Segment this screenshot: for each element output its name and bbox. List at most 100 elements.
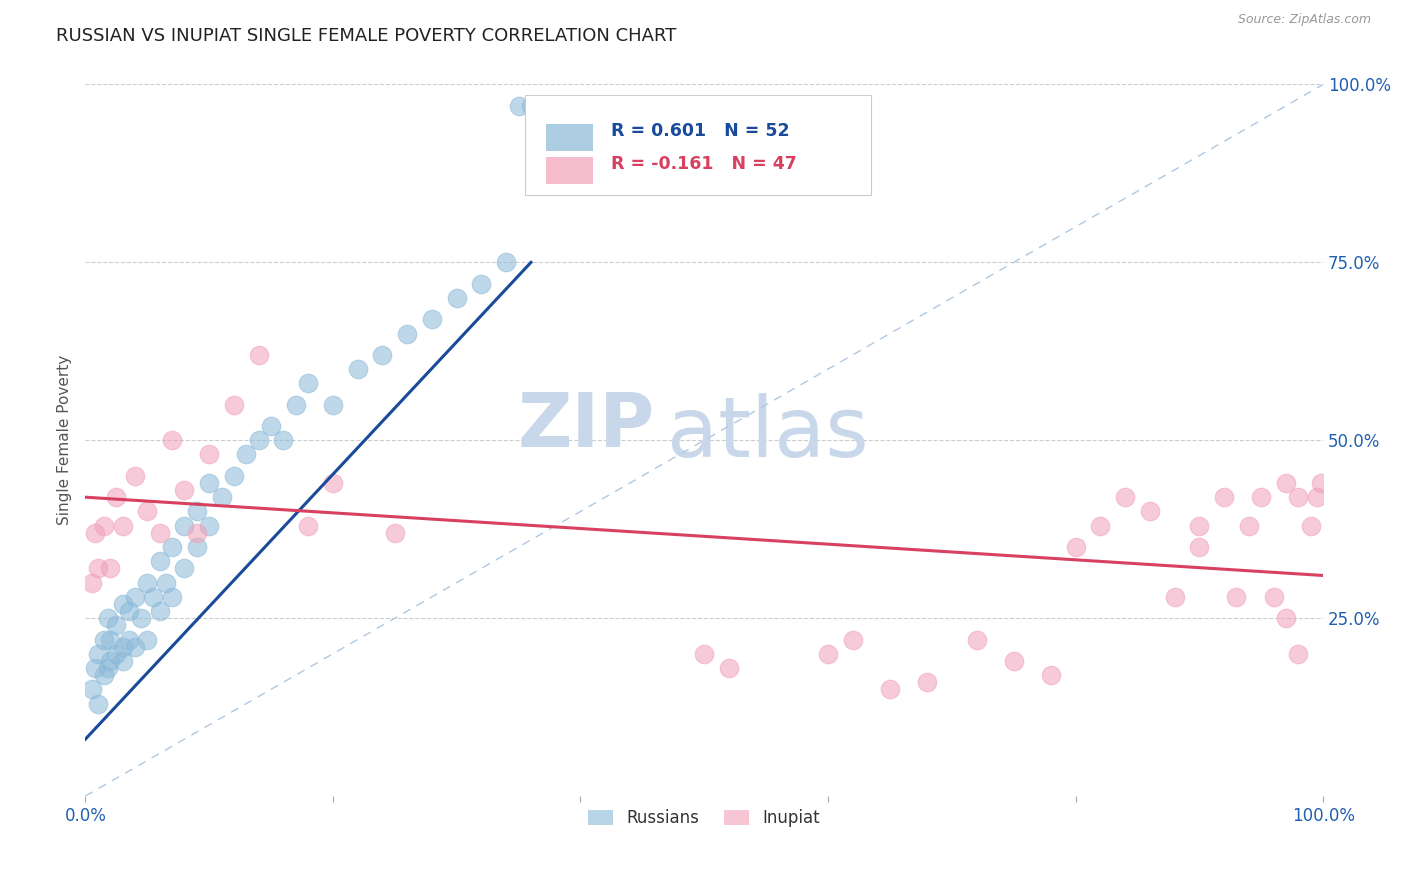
Point — [284, 398, 307, 412]
Point — [98, 561, 121, 575]
Point — [173, 518, 195, 533]
Point — [718, 661, 741, 675]
Point — [118, 604, 141, 618]
FancyBboxPatch shape — [524, 95, 872, 194]
Text: R = -0.161   N = 47: R = -0.161 N = 47 — [612, 155, 797, 173]
Point — [817, 647, 839, 661]
Point — [211, 490, 233, 504]
Point — [1002, 654, 1025, 668]
Point — [129, 611, 152, 625]
Point — [1090, 518, 1112, 533]
Point — [84, 525, 107, 540]
Point — [155, 575, 177, 590]
Point — [1188, 518, 1211, 533]
Text: ZIP: ZIP — [517, 390, 655, 463]
Point — [966, 632, 988, 647]
Point — [124, 640, 146, 654]
Point — [1286, 647, 1309, 661]
Point — [396, 326, 419, 341]
Text: Source: ZipAtlas.com: Source: ZipAtlas.com — [1237, 13, 1371, 27]
Point — [1237, 518, 1260, 533]
Point — [508, 99, 530, 113]
Legend: Russians, Inupiat: Russians, Inupiat — [582, 803, 827, 834]
Point — [322, 475, 344, 490]
Point — [160, 434, 183, 448]
Point — [80, 575, 103, 590]
FancyBboxPatch shape — [546, 124, 593, 151]
Point — [136, 504, 159, 518]
Point — [322, 398, 344, 412]
Point — [1250, 490, 1272, 504]
Point — [105, 647, 128, 661]
Point — [149, 525, 172, 540]
Point — [446, 291, 468, 305]
Point — [1309, 475, 1331, 490]
Point — [1275, 475, 1298, 490]
Point — [470, 277, 492, 291]
Point — [111, 654, 134, 668]
Point — [124, 590, 146, 604]
Point — [297, 518, 319, 533]
Point — [105, 490, 128, 504]
Point — [98, 654, 121, 668]
Point — [1275, 611, 1298, 625]
Point — [80, 682, 103, 697]
Point — [235, 448, 257, 462]
Point — [97, 661, 120, 675]
Point — [87, 647, 110, 661]
Point — [260, 419, 283, 434]
Point — [346, 362, 368, 376]
Point — [98, 632, 121, 647]
Text: RUSSIAN VS INUPIAT SINGLE FEMALE POVERTY CORRELATION CHART: RUSSIAN VS INUPIAT SINGLE FEMALE POVERTY… — [56, 27, 676, 45]
Point — [173, 561, 195, 575]
Point — [297, 376, 319, 391]
Point — [1188, 540, 1211, 554]
Point — [160, 540, 183, 554]
Point — [160, 590, 183, 604]
Point — [142, 590, 165, 604]
Point — [136, 575, 159, 590]
Y-axis label: Single Female Poverty: Single Female Poverty — [58, 355, 72, 525]
Point — [186, 540, 208, 554]
Point — [1286, 490, 1309, 504]
Point — [420, 312, 443, 326]
Point — [97, 611, 120, 625]
Point — [93, 668, 115, 682]
Point — [1299, 518, 1322, 533]
Point — [879, 682, 901, 697]
Point — [111, 597, 134, 611]
Point — [1213, 490, 1236, 504]
Point — [198, 475, 221, 490]
Point — [105, 618, 128, 632]
Point — [186, 504, 208, 518]
Point — [693, 647, 716, 661]
Text: atlas: atlas — [666, 392, 869, 474]
Point — [93, 518, 115, 533]
Point — [1163, 590, 1185, 604]
Point — [87, 561, 110, 575]
Point — [222, 468, 245, 483]
Point — [1039, 668, 1062, 682]
Point — [111, 518, 134, 533]
Point — [87, 697, 110, 711]
Point — [842, 632, 865, 647]
Point — [384, 525, 406, 540]
Point — [495, 255, 517, 269]
Point — [149, 604, 172, 618]
Point — [247, 348, 270, 362]
Point — [915, 675, 938, 690]
Point — [1064, 540, 1087, 554]
Point — [1306, 490, 1329, 504]
Point — [136, 632, 159, 647]
Point — [111, 640, 134, 654]
Point — [118, 632, 141, 647]
Point — [1263, 590, 1285, 604]
Point — [93, 632, 115, 647]
Point — [247, 434, 270, 448]
Point — [371, 348, 394, 362]
FancyBboxPatch shape — [546, 157, 593, 185]
Point — [124, 468, 146, 483]
Text: R = 0.601   N = 52: R = 0.601 N = 52 — [612, 122, 790, 140]
Point — [84, 661, 107, 675]
Point — [273, 434, 295, 448]
